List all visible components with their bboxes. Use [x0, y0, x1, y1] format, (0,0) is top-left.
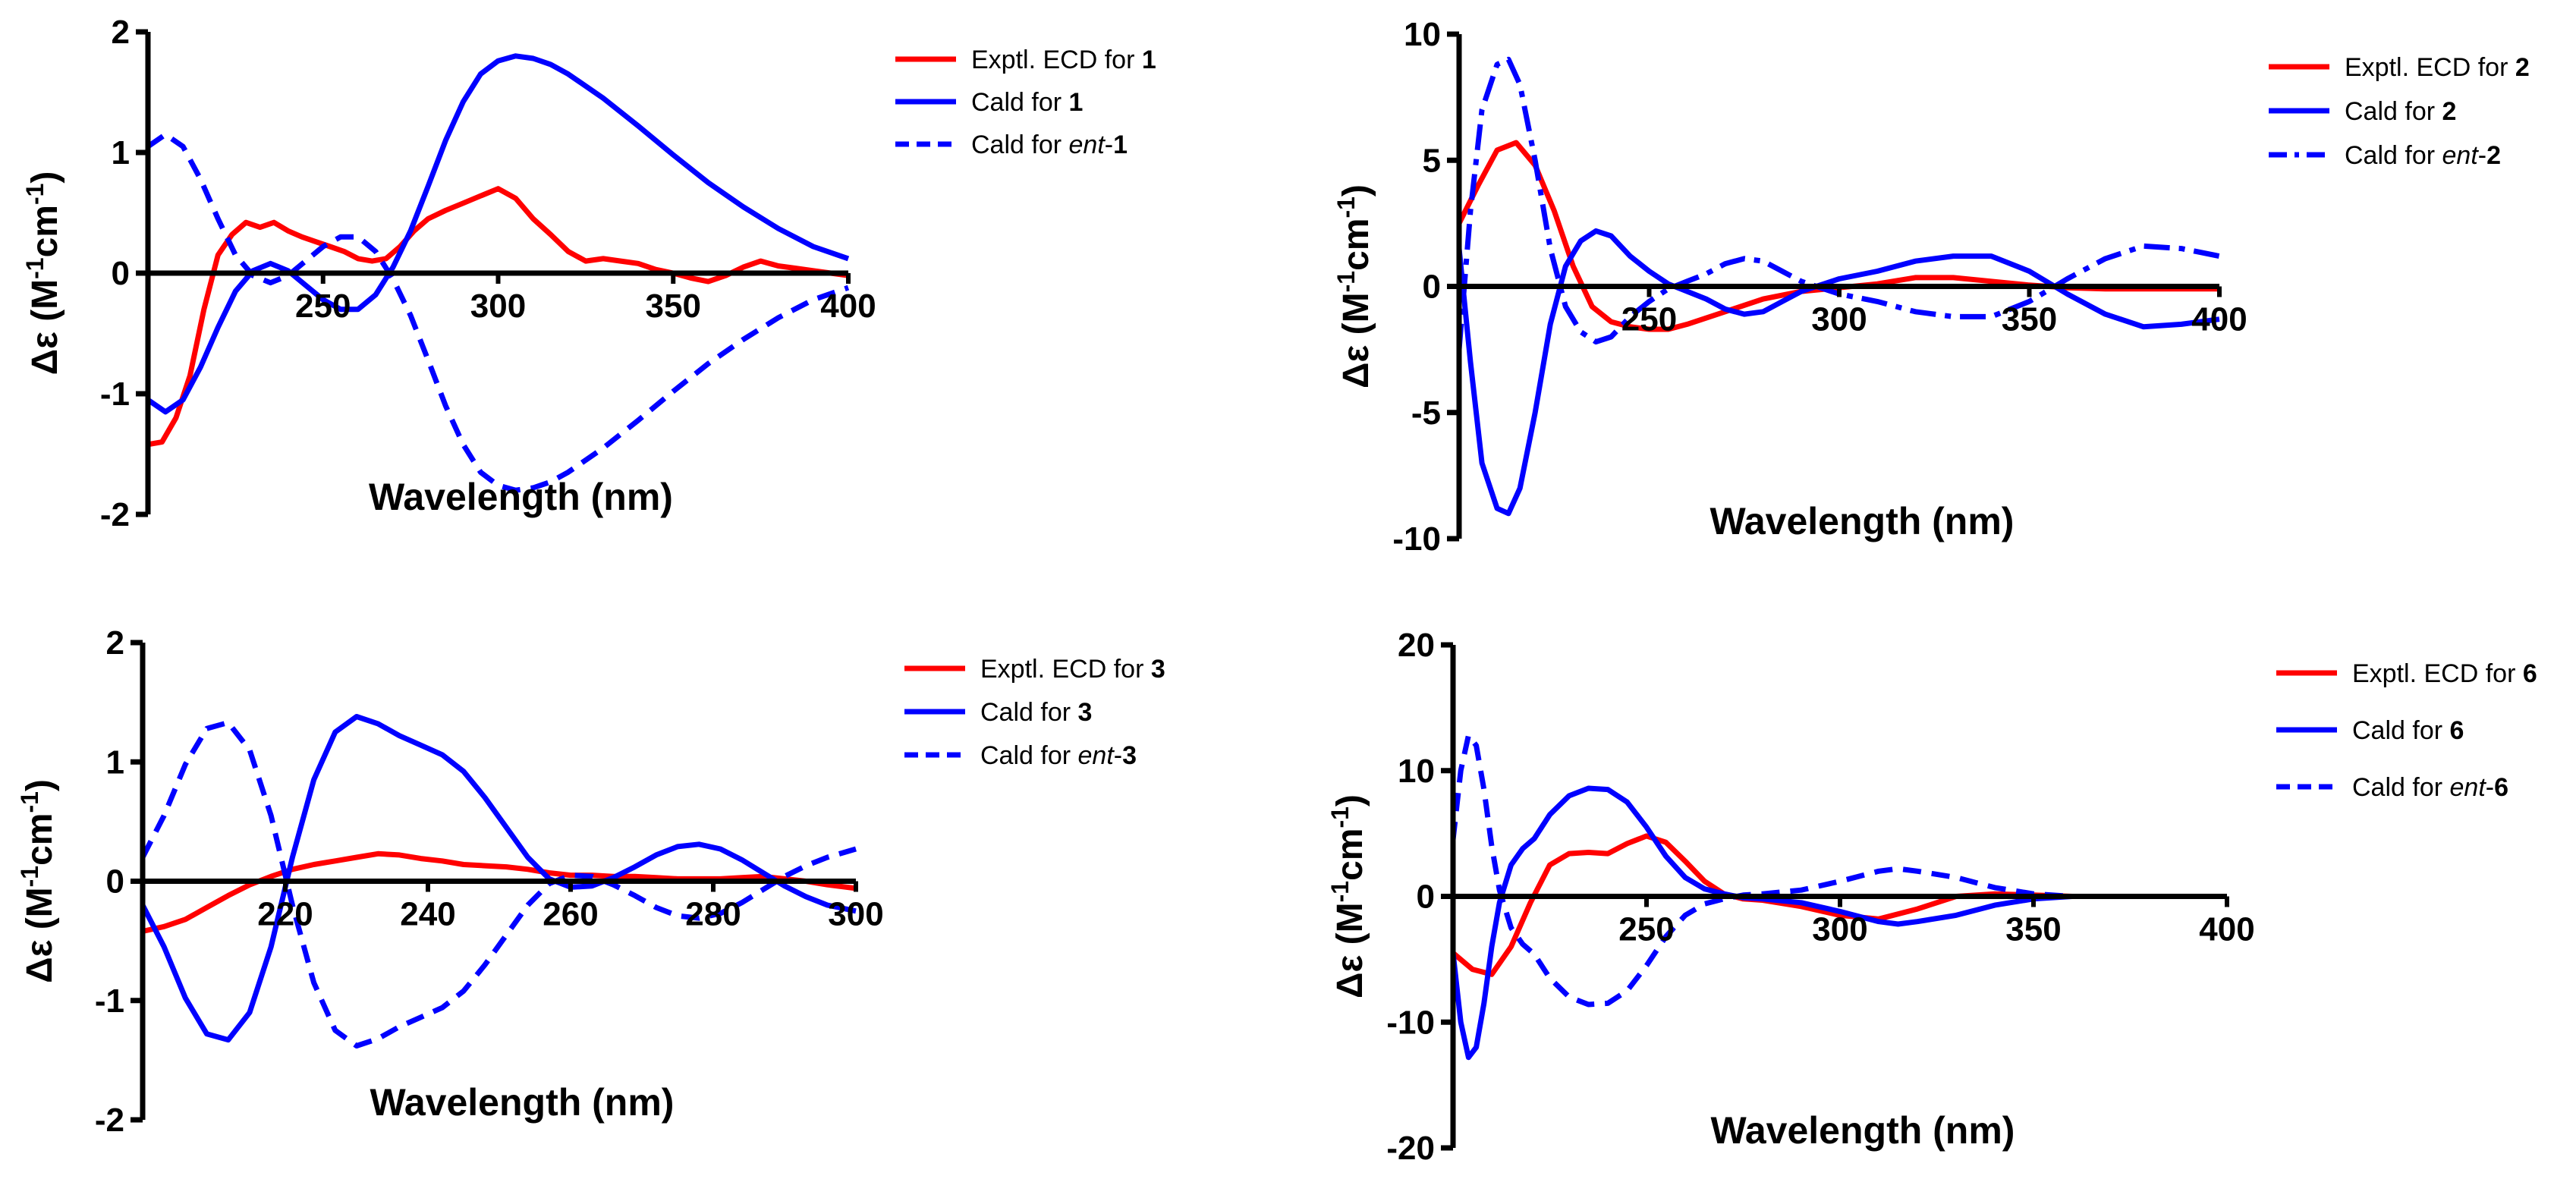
legend-label: Cald for 6: [2352, 716, 2464, 745]
y-tick-label: 2: [112, 14, 130, 51]
y-tick-label: -2: [100, 496, 130, 533]
y-tick-label: -10: [1386, 1004, 1435, 1041]
y-tick-label: 10: [1404, 16, 1441, 53]
x-tick-label: 300: [470, 288, 526, 325]
x-tick-label: 280: [685, 896, 741, 933]
x-tick-label: 350: [2005, 911, 2061, 948]
x-tick-label: 350: [646, 288, 701, 325]
y-tick-label: -1: [95, 982, 124, 1020]
series-line-cald-for-ent-1: [146, 131, 850, 493]
x-tick-label: 240: [400, 896, 455, 933]
y-tick-label: -1: [100, 376, 130, 413]
legend-label: Cald for 2: [2345, 97, 2456, 126]
y-tick-label: 0: [106, 863, 124, 901]
x-tick-label: 400: [2191, 301, 2247, 338]
x-tick-label: 300: [1812, 911, 1867, 948]
y-tick-label: 0: [1423, 269, 1441, 306]
chart-panel-4: 20 10 0 -10 -20 250 300 350 400 Wavelength (nm) Δε…: [1326, 627, 2537, 1167]
legend: Exptl. ECD for 2 Cald for 2 Cald for ent-2: [2269, 53, 2530, 170]
legend-label: Cald for 3: [980, 698, 1092, 727]
x-axis-title: Wavelength (nm): [370, 1081, 675, 1124]
x-tick-label: 400: [820, 288, 876, 325]
legend-label: Exptl. ECD for 3: [980, 655, 1165, 684]
legend-label: Cald for ent-2: [2345, 141, 2501, 170]
series-line-cald-for-ent-3: [140, 719, 857, 1049]
legend-label: Cald for ent-3: [980, 741, 1137, 770]
legend-label: Exptl. ECD for 6: [2352, 659, 2537, 688]
legend: Exptl. ECD for 1 Cald for 1 Cald for ent-1: [895, 46, 1156, 159]
chart-panel-3: 2 1 0 -1 -2 220 240 260 280 300 Wavelength (nm) Δε …: [16, 624, 1165, 1139]
y-tick-label: 1: [112, 134, 130, 171]
x-tick-label: 250: [1618, 911, 1674, 948]
y-tick-label: -10: [1392, 520, 1441, 558]
y-axis-title: Δε (M-1cm-1): [1326, 794, 1370, 998]
y-tick-label: 2: [106, 624, 124, 662]
y-tick-label: -20: [1386, 1130, 1435, 1167]
y-tick-label: 0: [112, 255, 130, 292]
series-line-cald-for-3: [140, 714, 857, 1043]
series-line-cald-for-ent-6: [1450, 732, 2227, 1008]
series-line-cald-for-2: [1456, 228, 2220, 517]
series-line-cald-for-1: [146, 53, 850, 415]
x-tick-label: 400: [2199, 911, 2254, 948]
legend: Exptl. ECD for 6 Cald for 6 Cald for ent-6: [2276, 659, 2537, 802]
x-tick-label: 250: [1621, 301, 1677, 338]
x-axis-title: Wavelength (nm): [369, 476, 673, 518]
y-tick-label: 20: [1398, 627, 1435, 664]
y-axis-title: Δε (M-1cm-1): [1332, 184, 1376, 388]
legend-label: Cald for ent-1: [971, 130, 1128, 159]
x-tick-label: 350: [2002, 301, 2057, 338]
x-tick-label: 250: [295, 288, 351, 325]
series-line-exptl-ecd-for-1: [147, 186, 849, 448]
x-axis-title: Wavelength (nm): [1711, 1109, 2015, 1152]
series-line-cald-for-6: [1450, 785, 2227, 1061]
legend-label: Exptl. ECD for 2: [2345, 53, 2530, 82]
y-tick-label: 10: [1398, 753, 1435, 790]
x-axis-title: Wavelength (nm): [1710, 500, 2015, 542]
legend-label: Cald for 1: [971, 88, 1083, 117]
y-tick-label: 5: [1423, 142, 1441, 179]
chart-panel-1: 2 1 0 -1 -2 250 300 350 400 Wavelength (nm) Δε (M-…: [21, 14, 1156, 533]
y-axis-title: Δε (M-1cm-1): [16, 779, 60, 983]
legend-label: Cald for ent-6: [2352, 773, 2508, 802]
x-tick-label: 260: [543, 896, 598, 933]
x-tick-label: 300: [828, 896, 883, 933]
x-tick-label: 220: [257, 896, 313, 933]
y-tick-label: 0: [1417, 879, 1435, 916]
y-tick-label: -2: [95, 1102, 124, 1139]
legend-label: Exptl. ECD for 1: [971, 46, 1156, 74]
y-tick-label: 1: [106, 744, 124, 781]
y-axis-title: Δε (M-1cm-1): [21, 171, 65, 376]
x-tick-label: 300: [1811, 301, 1867, 338]
chart-panel-2: 10 5 0 -5 -10 250 300 350 400 Wavelength (nm) Δε (…: [1332, 16, 2530, 558]
legend: Exptl. ECD for 3 Cald for 3 Cald for ent-3: [904, 655, 1165, 770]
series-line-cald-for-ent-2: [1456, 56, 2220, 350]
y-tick-label: -5: [1411, 395, 1441, 432]
